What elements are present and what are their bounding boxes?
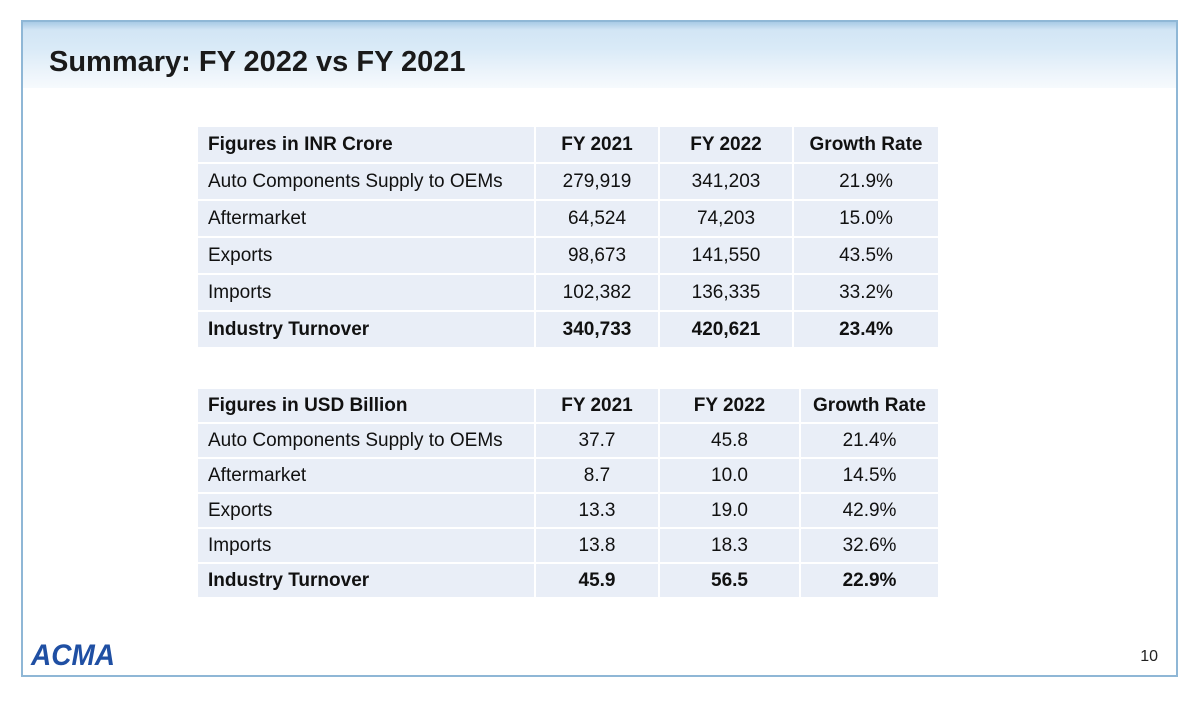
table-total-row: Industry Turnover 45.9 56.5 22.9% [198, 564, 938, 597]
table-header-row: Figures in USD Billion FY 2021 FY 2022 G… [198, 389, 938, 422]
cell-fy2021: 102,382 [536, 275, 658, 310]
table-row: Exports 13.3 19.0 42.9% [198, 494, 938, 527]
cell-fy2022: 74,203 [660, 201, 792, 236]
row-label: Aftermarket [198, 459, 534, 492]
table-row: Auto Components Supply to OEMs 279,919 3… [198, 164, 938, 199]
cell-fy2021: 37.7 [536, 424, 658, 457]
cell-growth-rate: 43.5% [794, 238, 938, 273]
row-label: Industry Turnover [198, 312, 534, 347]
cell-fy2021: 45.9 [536, 564, 658, 597]
cell-fy2022: 141,550 [660, 238, 792, 273]
cell-growth-rate: 14.5% [801, 459, 938, 492]
cell-growth-rate: 21.9% [794, 164, 938, 199]
row-label: Imports [198, 275, 534, 310]
row-label: Exports [198, 238, 534, 273]
row-label: Imports [198, 529, 534, 562]
column-header-fy2021: FY 2021 [536, 389, 658, 422]
cell-fy2022: 420,621 [660, 312, 792, 347]
cell-fy2021: 64,524 [536, 201, 658, 236]
column-header-growth-rate: Growth Rate [794, 127, 938, 162]
table-row: Exports 98,673 141,550 43.5% [198, 238, 938, 273]
cell-growth-rate: 22.9% [801, 564, 938, 597]
table-row: Aftermarket 8.7 10.0 14.5% [198, 459, 938, 492]
row-label: Auto Components Supply to OEMs [198, 424, 534, 457]
cell-fy2022: 10.0 [660, 459, 799, 492]
cell-growth-rate: 33.2% [794, 275, 938, 310]
row-label: Exports [198, 494, 534, 527]
cell-fy2021: 13.3 [536, 494, 658, 527]
column-header-fy2022: FY 2022 [660, 127, 792, 162]
table-row: Imports 102,382 136,335 33.2% [198, 275, 938, 310]
cell-fy2022: 19.0 [660, 494, 799, 527]
cell-fy2021: 13.8 [536, 529, 658, 562]
table-header-row: Figures in INR Crore FY 2021 FY 2022 Gro… [198, 127, 938, 162]
row-label: Auto Components Supply to OEMs [198, 164, 534, 199]
table-total-row: Industry Turnover 340,733 420,621 23.4% [198, 312, 938, 347]
slide: Summary: FY 2022 vs FY 2021 Figures in I… [21, 20, 1178, 677]
cell-fy2022: 45.8 [660, 424, 799, 457]
cell-fy2021: 279,919 [536, 164, 658, 199]
column-header-growth-rate: Growth Rate [801, 389, 938, 422]
cell-fy2021: 340,733 [536, 312, 658, 347]
cell-fy2022: 136,335 [660, 275, 792, 310]
cell-fy2021: 8.7 [536, 459, 658, 492]
acma-logo-text: ACMA [30, 639, 115, 670]
table-row: Imports 13.8 18.3 32.6% [198, 529, 938, 562]
column-header-label: Figures in INR Crore [198, 127, 534, 162]
cell-growth-rate: 23.4% [794, 312, 938, 347]
cell-fy2022: 18.3 [660, 529, 799, 562]
column-header-label: Figures in USD Billion [198, 389, 534, 422]
cell-growth-rate: 42.9% [801, 494, 938, 527]
cell-fy2022: 56.5 [660, 564, 799, 597]
title-band: Summary: FY 2022 vs FY 2021 [23, 22, 1176, 88]
row-label: Industry Turnover [198, 564, 534, 597]
table-row: Aftermarket 64,524 74,203 15.0% [198, 201, 938, 236]
cell-fy2021: 98,673 [536, 238, 658, 273]
cell-growth-rate: 32.6% [801, 529, 938, 562]
table-row: Auto Components Supply to OEMs 37.7 45.8… [198, 424, 938, 457]
column-header-fy2022: FY 2022 [660, 389, 799, 422]
cell-growth-rate: 21.4% [801, 424, 938, 457]
slide-title: Summary: FY 2022 vs FY 2021 [49, 46, 466, 78]
acma-logo: ACMA [30, 639, 115, 670]
page-number: 10 [1140, 648, 1158, 665]
cell-fy2022: 341,203 [660, 164, 792, 199]
row-label: Aftermarket [198, 201, 534, 236]
inr-summary-table: Figures in INR Crore FY 2021 FY 2022 Gro… [196, 125, 940, 349]
column-header-fy2021: FY 2021 [536, 127, 658, 162]
cell-growth-rate: 15.0% [794, 201, 938, 236]
usd-summary-table: Figures in USD Billion FY 2021 FY 2022 G… [196, 387, 940, 599]
